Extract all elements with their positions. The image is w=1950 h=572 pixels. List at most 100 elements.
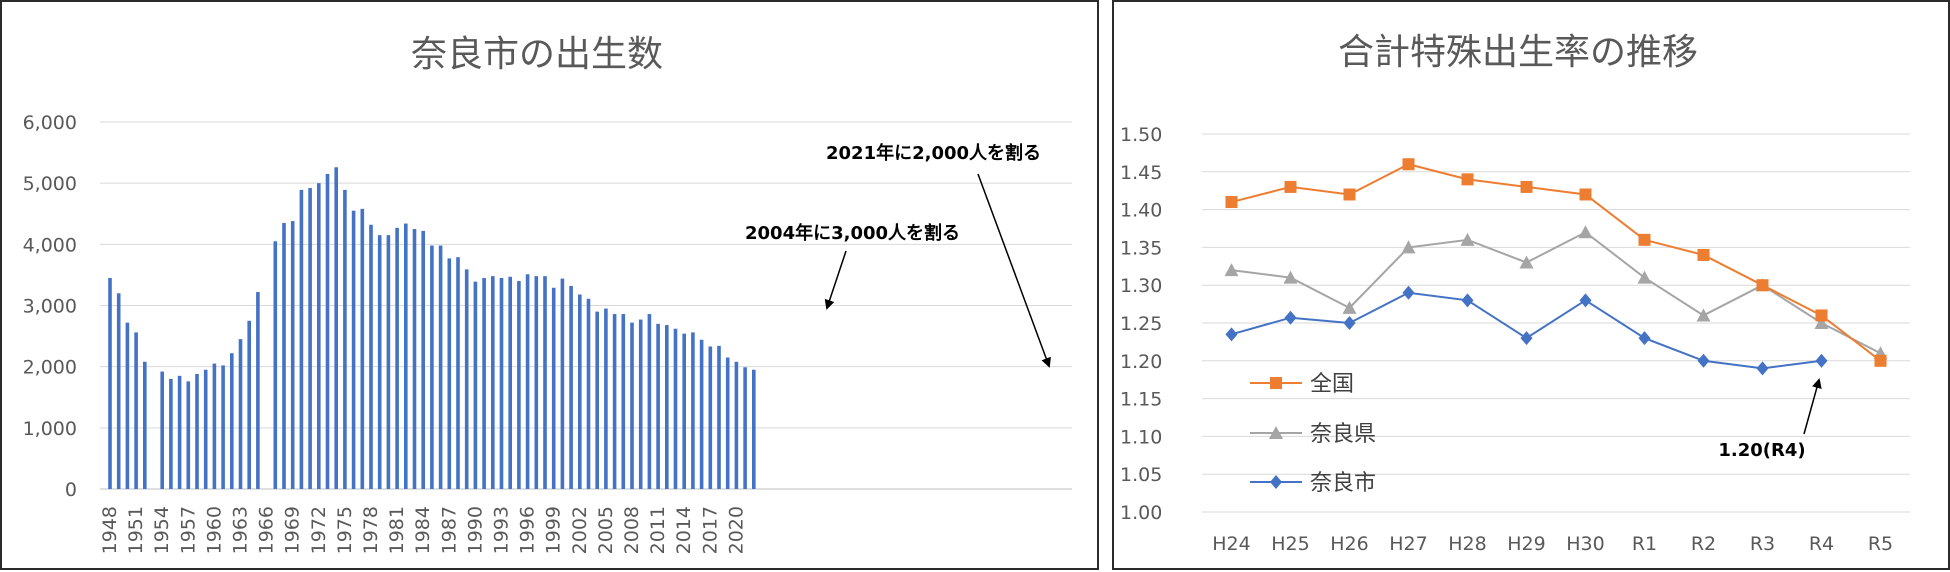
x-tick-label: 2017 xyxy=(699,506,721,554)
bar-1964 xyxy=(247,320,251,489)
fertility-rate-chart-panel: 合計特殊出生率の推移 1.00 1.05 1.10 1.15 1.20 1.25 1.30 1… xyxy=(1112,0,1950,570)
x-tick-label: H27 xyxy=(1389,533,1427,555)
x-tick-label: 1954 xyxy=(151,506,173,554)
y-tick-label: 5,000 xyxy=(23,173,77,195)
bar-1978 xyxy=(369,224,373,489)
series-point-奈良県 xyxy=(1814,316,1829,329)
y-tick-label: 2,000 xyxy=(23,357,77,379)
bar-1948 xyxy=(108,277,112,489)
legend-marker-奈良県 xyxy=(1269,426,1283,439)
series-point-奈良県 xyxy=(1224,263,1239,277)
series-point-奈良県 xyxy=(1283,270,1298,284)
y-tick-label: 1.40 xyxy=(1120,200,1162,222)
y-tick-label: 4,000 xyxy=(23,234,77,256)
x-tick-label: 2020 xyxy=(725,506,747,554)
bar-1987 xyxy=(447,258,452,489)
x-tick-label: 1960 xyxy=(203,506,225,554)
bar-2004 xyxy=(595,311,599,489)
series-point-奈良市 xyxy=(1579,293,1592,308)
legend-label-奈良県: 奈良県 xyxy=(1310,422,1376,447)
series-point-全国 xyxy=(1284,180,1297,193)
bar-2012 xyxy=(665,325,669,489)
y-tick-label: 1.30 xyxy=(1120,275,1162,297)
bar-1999 xyxy=(551,287,556,489)
bar-2003 xyxy=(586,298,591,489)
series-point-奈良市 xyxy=(1284,310,1297,325)
bar-2013 xyxy=(673,328,678,489)
bar-2022 xyxy=(752,369,756,489)
bar-2000 xyxy=(560,278,565,489)
series-point-奈良市 xyxy=(1638,331,1651,346)
bar-1997 xyxy=(534,276,539,489)
series-point-奈良市 xyxy=(1697,353,1710,368)
y-tick-label: 1,000 xyxy=(23,418,77,440)
series-point-奈良市 xyxy=(1520,331,1533,346)
x-tick-label: H30 xyxy=(1566,533,1604,555)
series-point-全国 xyxy=(1520,180,1533,193)
bar-1993 xyxy=(499,277,504,489)
x-tick-label: 1948 xyxy=(99,506,121,554)
bar-1983 xyxy=(412,229,417,489)
bar-1952 xyxy=(143,361,147,489)
bar-2011 xyxy=(656,323,660,489)
legend-marker-全国 xyxy=(1270,377,1282,389)
birth-count-chart: 奈良市の出生数 01,0002,0003,0004,0005,0006,000 … xyxy=(23,34,1072,554)
series-line-奈良県 xyxy=(1231,231,1881,355)
bar-1971 xyxy=(308,188,312,489)
series-point-奈良県 xyxy=(1578,225,1593,239)
annotation-2021-arrow xyxy=(977,173,1051,368)
bar-1961 xyxy=(221,365,225,489)
x-tick-label: 1981 xyxy=(386,506,408,554)
bar-2018 xyxy=(717,345,721,489)
series-point-奈良県 xyxy=(1460,232,1475,246)
bar-2009 xyxy=(638,319,643,489)
bar-2019 xyxy=(725,357,730,489)
legend-label-奈良市: 奈良市 xyxy=(1310,471,1376,496)
y-tick-label: 1.10 xyxy=(1120,426,1162,448)
x-tick-label: 2008 xyxy=(621,506,643,554)
x-tick-label: H28 xyxy=(1448,533,1486,555)
bar-2005 xyxy=(604,308,608,489)
series-point-奈良県 xyxy=(1342,300,1357,314)
x-tick-label: 1957 xyxy=(177,506,199,554)
series-point-奈良県 xyxy=(1519,255,1534,269)
series-point-全国 xyxy=(1402,158,1415,171)
bar-1967 xyxy=(273,241,278,489)
legend-label-全国: 全国 xyxy=(1310,372,1354,397)
series-point-奈良市 xyxy=(1225,327,1238,342)
bar-1988 xyxy=(456,257,460,489)
annotation-2004: 2004年に3,000人を割る xyxy=(745,222,960,244)
bar-1979 xyxy=(377,235,382,489)
series-point-奈良市 xyxy=(1756,361,1769,376)
x-tick-label: 1975 xyxy=(334,506,356,554)
series-point-全国 xyxy=(1697,248,1710,261)
x-tick-label: 1963 xyxy=(230,506,252,554)
bar-1985 xyxy=(430,245,434,489)
series-point-奈良市 xyxy=(1461,293,1474,308)
series-line-奈良市 xyxy=(1231,291,1822,370)
x-tick-label: H25 xyxy=(1271,533,1309,555)
y-tick-label: 1.50 xyxy=(1120,124,1162,146)
bar-1994 xyxy=(508,276,512,489)
bar-2010 xyxy=(647,314,652,489)
x-tick-label: R4 xyxy=(1809,533,1834,555)
y-tick-label: 1.15 xyxy=(1120,389,1162,411)
series-point-全国 xyxy=(1343,188,1356,201)
bar-2021 xyxy=(743,367,747,489)
bar-1986 xyxy=(438,245,443,489)
bar-2020 xyxy=(734,361,739,489)
y-tick-label: 1.05 xyxy=(1120,464,1162,486)
bar-2006 xyxy=(612,314,617,489)
legend-marker-奈良市 xyxy=(1270,475,1282,489)
bar-1957 xyxy=(186,381,191,489)
x-tick-label: 1996 xyxy=(517,506,539,554)
bar-1998 xyxy=(543,276,547,489)
y-tick-label: 1.25 xyxy=(1120,313,1162,335)
bar-1965 xyxy=(256,292,260,489)
y-tick-label: 6,000 xyxy=(23,112,77,134)
x-tick-label: H24 xyxy=(1212,533,1250,555)
series-point-奈良市 xyxy=(1343,316,1356,330)
x-tick-label: 1972 xyxy=(308,506,330,554)
fertility-rate-chart: 合計特殊出生率の推移 1.00 1.05 1.10 1.15 1.20 1.25 1.30 1… xyxy=(1120,32,1910,555)
x-tick-label: 1993 xyxy=(491,506,513,554)
